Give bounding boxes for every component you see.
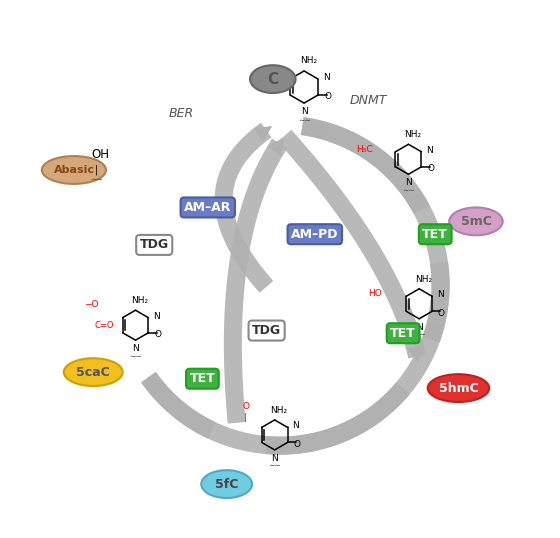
Ellipse shape (42, 156, 106, 184)
Text: 5caC: 5caC (76, 366, 110, 379)
Text: −O: −O (84, 300, 99, 309)
Text: 5fC: 5fC (215, 478, 239, 491)
Ellipse shape (449, 208, 503, 235)
Text: ∼∼: ∼∼ (129, 351, 142, 360)
Text: N: N (324, 73, 330, 82)
Text: C: C (267, 72, 278, 87)
Text: N: N (292, 421, 299, 430)
Text: H₃C: H₃C (356, 145, 373, 154)
Text: N: N (132, 344, 139, 353)
Text: |: | (95, 165, 98, 175)
Text: N: N (271, 454, 278, 463)
Text: N: N (405, 178, 412, 187)
Ellipse shape (250, 65, 296, 93)
Ellipse shape (64, 358, 123, 386)
Text: N: N (437, 291, 444, 299)
Text: HO: HO (368, 289, 382, 298)
Text: NH₂: NH₂ (132, 296, 148, 305)
Text: ∼∼: ∼∼ (268, 461, 281, 470)
Text: AM–AR: AM–AR (184, 201, 231, 214)
Text: N: N (153, 312, 160, 321)
Text: NH₂: NH₂ (404, 130, 422, 139)
Text: NH₂: NH₂ (415, 274, 432, 284)
Text: TET: TET (422, 228, 448, 240)
Text: TET: TET (189, 372, 215, 385)
Text: BER: BER (169, 107, 194, 121)
Text: ∼∼: ∼∼ (402, 186, 415, 195)
Text: N: N (301, 108, 307, 116)
Text: O: O (438, 309, 445, 317)
Text: TDG: TDG (139, 238, 169, 251)
Text: O: O (427, 164, 434, 173)
Text: ∼∼: ∼∼ (90, 175, 103, 184)
Text: O: O (154, 330, 161, 339)
Text: 5hmC: 5hmC (438, 381, 478, 394)
Text: NH₂: NH₂ (300, 56, 318, 65)
Text: O: O (324, 93, 332, 102)
Text: TET: TET (390, 327, 416, 339)
Text: N: N (426, 146, 433, 155)
Text: TDG: TDG (252, 324, 281, 337)
Text: NH₂: NH₂ (270, 406, 288, 415)
Text: AM–PD: AM–PD (291, 228, 339, 240)
Text: DNMT: DNMT (349, 94, 387, 107)
Text: ∼∼: ∼∼ (298, 116, 310, 124)
Text: |: | (244, 413, 247, 422)
Text: 5mC: 5mC (460, 215, 492, 228)
Text: O: O (293, 440, 300, 449)
Text: Abasic: Abasic (53, 165, 95, 175)
Text: ∼∼: ∼∼ (413, 330, 426, 339)
Text: N: N (416, 322, 423, 331)
Text: C=O: C=O (95, 321, 114, 330)
Ellipse shape (201, 470, 252, 498)
Ellipse shape (428, 374, 489, 402)
Text: OH: OH (92, 148, 110, 161)
Text: O: O (242, 401, 249, 410)
